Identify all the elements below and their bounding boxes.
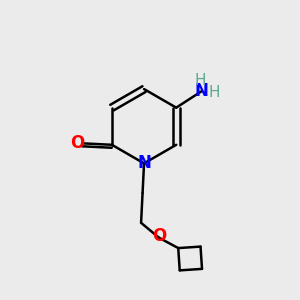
Text: N: N [137,154,151,172]
Text: O: O [70,134,84,152]
Text: H: H [194,73,206,88]
Text: N: N [195,82,208,100]
Text: H: H [208,85,220,100]
Text: O: O [152,227,166,245]
